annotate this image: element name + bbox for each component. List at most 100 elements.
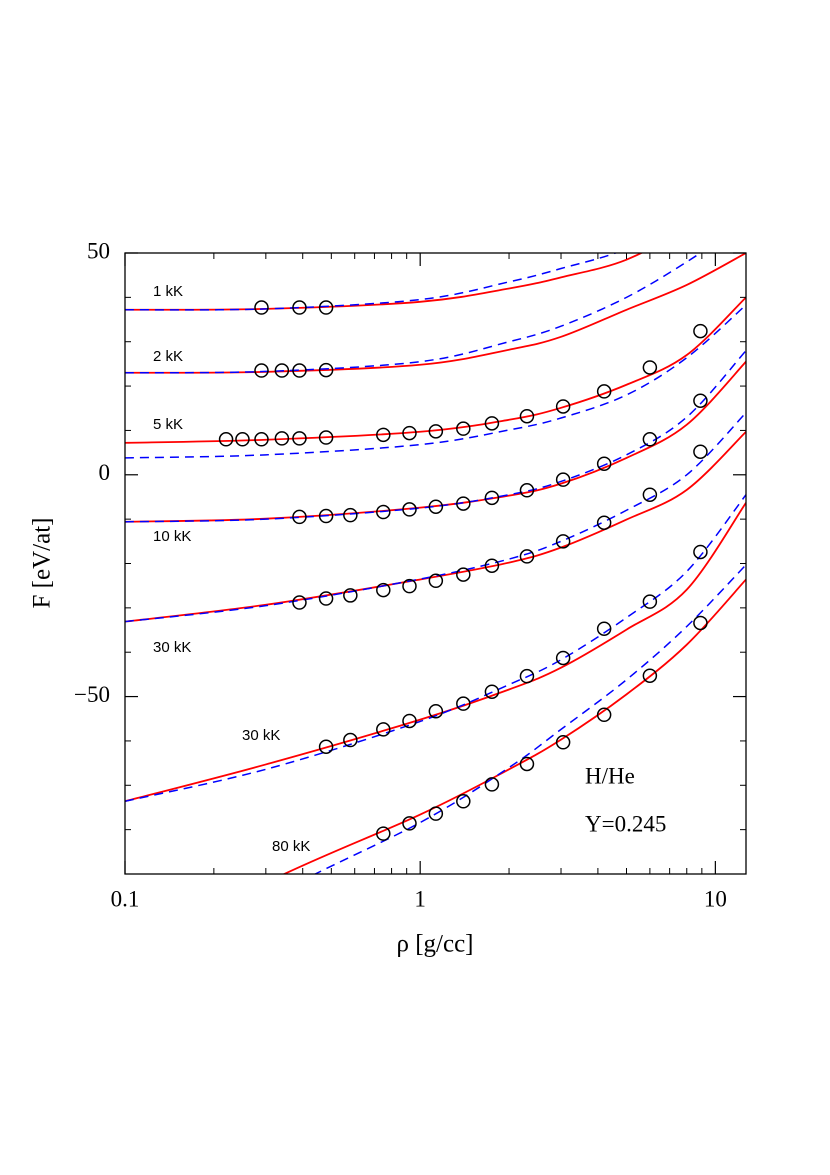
model-curve xyxy=(282,578,746,874)
y-tick-label: −50 xyxy=(74,682,110,707)
reference-curve xyxy=(125,350,746,523)
data-point xyxy=(519,483,535,498)
data-point xyxy=(254,363,269,378)
annotation: H/He xyxy=(585,763,635,788)
data-point xyxy=(642,432,658,447)
data-point xyxy=(274,431,290,446)
plot-area xyxy=(125,253,746,874)
data-point xyxy=(456,696,471,711)
data-point xyxy=(484,490,500,506)
model-curve xyxy=(125,431,746,623)
data-point xyxy=(402,816,417,831)
curve-label: 5 kK xyxy=(153,416,183,433)
data-point xyxy=(235,432,250,447)
data-point xyxy=(693,323,708,339)
data-point xyxy=(254,300,269,315)
model-curve xyxy=(125,253,644,311)
model-curve xyxy=(125,253,746,374)
reference-curve xyxy=(125,494,746,802)
data-point xyxy=(519,756,535,772)
data-point xyxy=(428,806,444,821)
reference-curve xyxy=(125,253,702,374)
data-point xyxy=(343,588,358,603)
data-point xyxy=(555,650,571,666)
data-point xyxy=(402,502,417,517)
data-point xyxy=(292,300,307,315)
data-point xyxy=(343,507,358,523)
reference-curve xyxy=(125,253,618,311)
data-point xyxy=(318,430,334,445)
data-point xyxy=(456,421,471,436)
data-point xyxy=(292,595,307,610)
data-point xyxy=(642,360,658,375)
data-point xyxy=(402,425,417,441)
data-point xyxy=(402,578,417,594)
data-point xyxy=(693,544,708,560)
y-tick-label: 50 xyxy=(87,238,110,263)
model-curve xyxy=(125,502,746,803)
data-point xyxy=(596,707,612,723)
data-point xyxy=(519,549,535,564)
data-point xyxy=(376,722,391,737)
y-tick-label: 0 xyxy=(99,460,111,485)
data-point xyxy=(484,558,500,573)
annotation: Y=0.245 xyxy=(585,811,666,836)
curve-label: 2 kK xyxy=(153,348,183,365)
data-point xyxy=(428,499,444,514)
data-point xyxy=(456,794,471,809)
x-axis-label: ρ [g/cc] xyxy=(396,931,473,958)
data-point xyxy=(292,509,307,525)
curve-label: 30 kK xyxy=(242,727,280,744)
curve-label: 30 kK xyxy=(153,639,191,656)
data-point xyxy=(456,567,471,582)
data-point xyxy=(555,534,571,549)
data-point xyxy=(519,668,535,684)
data-point xyxy=(428,424,444,439)
data-point xyxy=(693,393,708,408)
model-curve xyxy=(125,296,746,444)
data-point xyxy=(318,508,334,524)
x-tick-label: 0.1 xyxy=(111,886,140,911)
data-point xyxy=(555,472,571,487)
data-point xyxy=(456,496,471,511)
reference-curve xyxy=(125,304,746,459)
data-point xyxy=(292,431,307,446)
reference-curve xyxy=(125,412,746,623)
data-point xyxy=(642,594,658,609)
data-point xyxy=(519,408,535,424)
data-point xyxy=(596,384,612,399)
data-point xyxy=(596,515,612,530)
data-point xyxy=(693,615,708,631)
data-point xyxy=(376,427,391,443)
data-point xyxy=(343,732,358,748)
data-point xyxy=(428,703,444,719)
data-point xyxy=(218,432,234,447)
data-point xyxy=(484,684,500,699)
data-point xyxy=(596,621,612,636)
data-point xyxy=(484,416,500,431)
data-point xyxy=(292,363,307,378)
data-point xyxy=(274,363,290,378)
data-point xyxy=(318,591,334,606)
data-point xyxy=(693,444,708,459)
data-point xyxy=(376,582,391,598)
x-tick-label: 10 xyxy=(704,886,727,911)
y-axis-label: F [eV/at] xyxy=(29,518,56,609)
data-point xyxy=(596,456,612,471)
data-point xyxy=(484,777,500,792)
data-point xyxy=(376,826,391,841)
data-point xyxy=(402,713,417,729)
data-point xyxy=(254,432,269,447)
curve-label: 10 kK xyxy=(153,528,191,545)
data-point xyxy=(555,735,571,750)
curve-label: 80 kK xyxy=(272,838,310,855)
data-point xyxy=(318,300,334,315)
data-point xyxy=(318,739,334,754)
curve-label: 1 kK xyxy=(153,283,183,300)
data-point xyxy=(376,504,391,520)
data-point xyxy=(642,487,658,502)
data-point xyxy=(555,399,571,414)
data-point xyxy=(318,362,334,378)
